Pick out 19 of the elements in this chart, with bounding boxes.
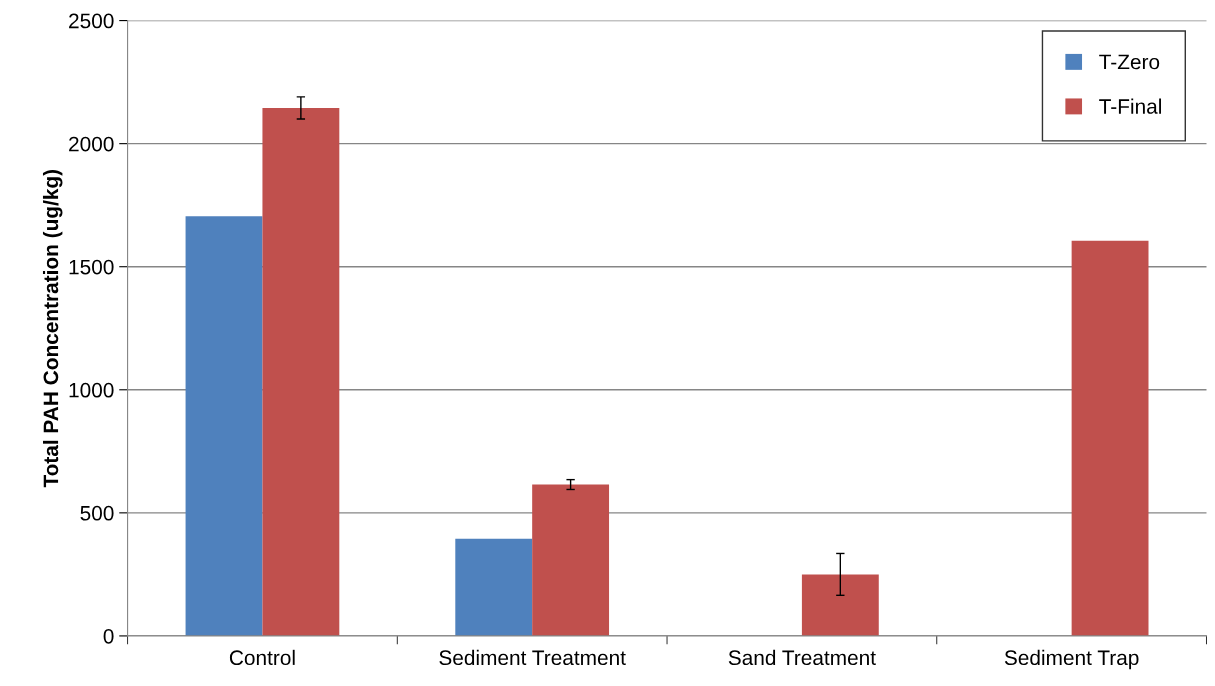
y-tick-label: 2000 [69, 136, 114, 152]
x-tick-label: Sediment Treatment [439, 649, 626, 666]
y-axis-title: Total PAH Concentration (ug/kg) [42, 169, 63, 488]
x-tick-label: Sediment Trap [1004, 649, 1139, 670]
y-tick-label: 2500 [69, 13, 114, 29]
legend-label: T-Zero [1099, 54, 1160, 70]
y-tick-label: 500 [80, 505, 114, 521]
bar [455, 538, 533, 636]
bar [1071, 240, 1149, 636]
y-tick-label: 1500 [69, 259, 114, 275]
y-tick-label: 1000 [69, 382, 114, 398]
legend-label: T-Final [1099, 98, 1161, 114]
bar [801, 574, 879, 636]
x-tick-label: Sand Treatment [728, 649, 876, 666]
bar [185, 216, 263, 636]
bar [262, 107, 340, 636]
y-tick-label: 0 [103, 628, 114, 644]
bar [532, 484, 610, 636]
x-tick-label: Control [229, 649, 295, 666]
